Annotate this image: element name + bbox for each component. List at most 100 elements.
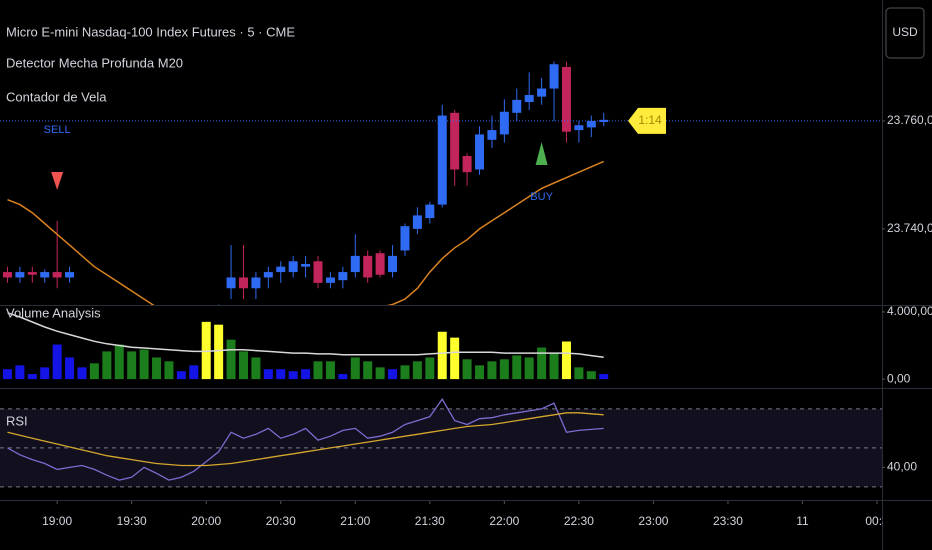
- candle-body: [325, 277, 335, 283]
- volume-bar: [549, 353, 559, 380]
- volume-bar: [127, 351, 137, 380]
- volume-bar: [238, 351, 248, 380]
- y-tick-label: 23.740,00: [887, 221, 932, 235]
- candle-body: [537, 88, 547, 97]
- candle-body: [475, 134, 485, 170]
- x-tick-label: 19:30: [117, 514, 147, 528]
- candle-body: [2, 272, 12, 278]
- x-tick-label: 19:00: [42, 514, 72, 528]
- x-tick-label: 23:00: [638, 514, 668, 528]
- candle-body: [388, 255, 398, 273]
- volume-bar: [27, 374, 37, 380]
- pane-title: RSI: [6, 413, 28, 428]
- candle-body: [400, 226, 410, 251]
- volume-bar: [52, 344, 62, 380]
- candle-body: [487, 130, 497, 140]
- volume-bar: [15, 365, 25, 380]
- candle-body: [338, 272, 348, 281]
- candle-body: [462, 156, 472, 173]
- rsi-line: [7, 412, 604, 467]
- candle-body: [263, 272, 273, 278]
- volume-bar: [65, 357, 75, 380]
- volume-bar: [152, 357, 162, 380]
- volume-bar: [499, 359, 509, 380]
- currency[interactable]: USD: [892, 25, 918, 39]
- volume-bar: [599, 374, 609, 380]
- scale-mask: [883, 501, 932, 550]
- candle-body: [238, 277, 248, 289]
- candle-body: [512, 99, 522, 113]
- volume-bar: [574, 367, 584, 380]
- candle-body: [27, 272, 37, 275]
- signal-label: BUY: [530, 191, 553, 203]
- volume-bar: [450, 337, 460, 380]
- candle-body: [251, 277, 261, 289]
- candle-body: [276, 266, 286, 273]
- volume-bar: [350, 357, 360, 380]
- volume-bar: [114, 344, 124, 380]
- volume-bar: [176, 371, 186, 380]
- candle-body: [586, 120, 596, 128]
- volume-bar: [313, 361, 323, 380]
- volume-bar: [226, 339, 236, 380]
- y-tick-label: 40,00: [887, 460, 917, 474]
- volume-bar: [437, 331, 447, 380]
- candle-body: [549, 64, 559, 89]
- volume-bar: [425, 357, 435, 380]
- volume-bar: [412, 361, 422, 380]
- countdown: 1:14: [638, 113, 662, 127]
- volume-bar: [301, 369, 311, 380]
- pane-title: Volume Analysis: [6, 305, 101, 320]
- x-tick-label: 22:30: [564, 514, 594, 528]
- x-tick-label: 20:30: [266, 514, 296, 528]
- volume-bar: [102, 351, 112, 380]
- volume-bar: [388, 369, 398, 380]
- indicator-label: Detector Mecha Profunda M20: [6, 55, 183, 70]
- candle-body: [450, 112, 460, 170]
- volume-bar: [524, 357, 534, 380]
- volume-bar: [189, 365, 199, 380]
- candle-body: [226, 277, 236, 289]
- volume-bar: [462, 359, 472, 380]
- candle-body: [437, 115, 447, 205]
- volume-bar: [164, 361, 174, 380]
- volume-bar: [89, 363, 99, 380]
- volume-bar: [487, 361, 497, 380]
- countdown-tag: [628, 107, 666, 134]
- candle-body: [499, 111, 509, 135]
- x-tick-label: 20:00: [191, 514, 221, 528]
- volume-bar: [214, 324, 224, 380]
- indicator-label: Contador de Vela: [6, 89, 107, 104]
- volume-bar: [2, 369, 12, 380]
- volume-bar: [251, 357, 261, 380]
- candle-body: [363, 255, 373, 278]
- volume-bar: [77, 367, 87, 380]
- y-tick-label: 4.000,00: [887, 304, 932, 318]
- x-tick-label: 11: [796, 514, 809, 528]
- candle-body: [52, 272, 62, 278]
- signal-label: SELL: [44, 124, 71, 136]
- x-tick-label: 21:00: [340, 514, 370, 528]
- candle-body: [15, 272, 25, 278]
- signal-marker: [51, 172, 64, 190]
- volume-bar: [139, 349, 149, 380]
- candle-body: [524, 95, 534, 103]
- volume-average: [7, 312, 604, 359]
- candle-body: [313, 261, 323, 283]
- volume-bar: [400, 365, 410, 380]
- volume-bar: [363, 361, 373, 380]
- x-tick-label: 22:00: [489, 514, 519, 528]
- chart-title: Micro E-mini Nasdaq-100 Index Futures · …: [6, 24, 295, 39]
- volume-bar: [475, 365, 485, 380]
- candle-body: [574, 125, 584, 131]
- candle-body: [301, 263, 311, 267]
- candle-body: [65, 272, 75, 278]
- volume-bar: [201, 321, 211, 380]
- volume-bar: [325, 361, 335, 380]
- currency-button[interactable]: [885, 7, 925, 59]
- candle-body: [561, 66, 571, 132]
- volume-bar: [338, 374, 348, 380]
- volume-bar: [263, 369, 273, 380]
- x-tick-label: 21:30: [415, 514, 445, 528]
- volume-bar: [40, 367, 50, 380]
